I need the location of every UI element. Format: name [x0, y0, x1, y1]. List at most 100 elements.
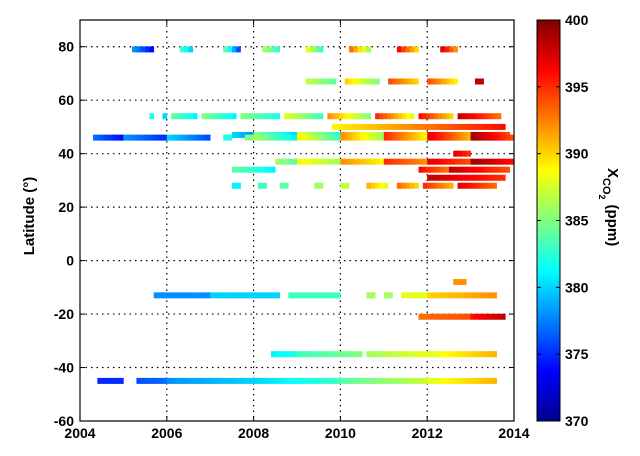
data-cell — [253, 377, 258, 384]
data-cell — [282, 351, 287, 358]
data-cell — [423, 134, 428, 141]
data-cell — [423, 158, 428, 165]
data-cell — [269, 377, 274, 384]
data-cell — [405, 182, 411, 189]
data-cell — [166, 134, 172, 141]
data-cell — [415, 351, 420, 358]
data-cell — [332, 134, 337, 141]
data-cell — [255, 166, 260, 173]
data-cell — [236, 182, 241, 189]
data-cell — [144, 377, 149, 384]
data-cell — [438, 313, 443, 320]
data-cell — [223, 134, 228, 141]
data-cell — [161, 292, 167, 299]
data-cell — [344, 134, 349, 141]
data-cell — [147, 134, 152, 141]
data-cell — [173, 292, 179, 299]
data-cell — [287, 113, 293, 120]
data-cell — [412, 292, 417, 299]
data-cell — [394, 113, 399, 120]
data-cell — [240, 113, 245, 120]
data-cell — [112, 134, 117, 141]
data-cell — [494, 134, 499, 141]
data-cell — [480, 351, 485, 358]
data-cell — [403, 158, 408, 165]
data-cell — [409, 46, 415, 53]
data-cell — [410, 113, 415, 120]
data-cell — [461, 166, 466, 173]
data-cell — [245, 377, 250, 384]
data-cell — [210, 292, 215, 299]
data-cell — [447, 292, 452, 299]
data-cell — [352, 78, 357, 85]
colorbar-title-subsub: 2 — [597, 195, 607, 200]
data-cell — [423, 351, 428, 358]
data-cell — [288, 158, 293, 165]
data-cell — [501, 123, 506, 130]
data-cell — [335, 123, 341, 130]
data-cell — [136, 46, 142, 53]
data-cell — [209, 113, 214, 120]
data-cell — [316, 292, 321, 299]
data-cell — [470, 158, 475, 165]
data-cell — [392, 123, 397, 130]
data-cell — [435, 351, 440, 358]
data-cell — [427, 158, 432, 165]
data-cell — [320, 134, 325, 141]
y-axis-title: Latitude (°) — [21, 177, 38, 256]
data-cell — [283, 158, 289, 165]
data-cell — [383, 182, 389, 189]
data-cell — [480, 292, 485, 299]
data-cell — [336, 292, 341, 299]
data-cell — [359, 123, 365, 130]
data-cell — [433, 113, 439, 120]
data-cell — [398, 351, 404, 358]
data-cell — [391, 158, 396, 165]
data-cell — [371, 134, 377, 141]
data-cell — [459, 377, 465, 384]
data-cell — [458, 174, 463, 181]
data-cell — [231, 131, 237, 138]
data-cell — [411, 351, 416, 358]
data-cell — [316, 134, 321, 141]
data-cell — [305, 351, 310, 358]
data-cell — [309, 78, 314, 85]
data-cell — [232, 113, 237, 120]
data-cell — [333, 351, 338, 358]
data-cell — [104, 134, 109, 141]
data-cell — [248, 113, 253, 120]
data-cell — [463, 292, 469, 299]
data-cell — [406, 113, 411, 120]
data-cell — [456, 123, 462, 130]
plot-frame — [79, 19, 515, 422]
data-cell — [237, 377, 243, 384]
data-cell — [339, 113, 344, 120]
data-cell — [328, 292, 333, 299]
data-cell — [244, 113, 249, 120]
data-cell — [340, 134, 345, 141]
data-cell — [384, 123, 389, 130]
data-cell — [316, 377, 321, 384]
data-cell — [174, 134, 179, 141]
data-cell — [484, 182, 490, 189]
data-cell — [370, 351, 375, 358]
data-cell — [474, 158, 479, 165]
data-cell — [453, 150, 458, 157]
data-marks — [93, 46, 515, 384]
data-cell — [390, 351, 396, 358]
data-cell — [358, 113, 364, 120]
data-cell — [255, 292, 260, 299]
data-cell — [490, 158, 495, 165]
data-cell — [482, 313, 487, 320]
data-cell — [399, 78, 404, 85]
data-cell — [162, 113, 168, 120]
data-cell — [353, 46, 359, 53]
data-cell — [374, 351, 379, 358]
data-cell — [293, 377, 298, 384]
data-cell — [497, 174, 502, 181]
data-cell — [328, 134, 333, 141]
data-cell — [419, 134, 424, 141]
data-cell — [440, 46, 445, 53]
data-cell — [320, 292, 325, 299]
